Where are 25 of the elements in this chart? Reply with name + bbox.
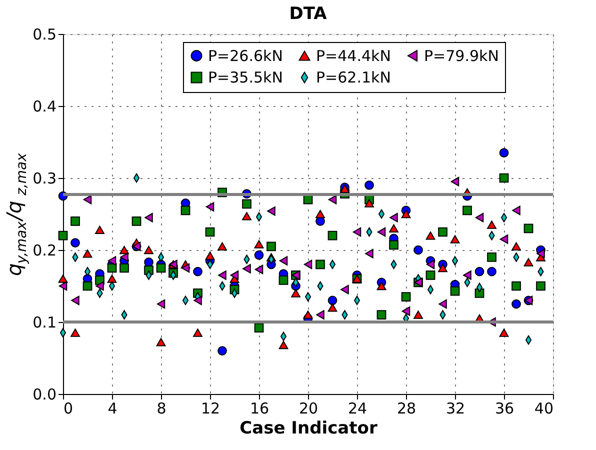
x-tick-label: 36 <box>494 400 514 418</box>
x-axis-title: Case Indicator <box>240 418 378 438</box>
chart-title: DTA <box>289 4 328 24</box>
y-tick-label: 0.1 <box>32 314 56 332</box>
legend-label: P=35.5kN <box>208 68 283 86</box>
x-tick-label: 28 <box>396 400 416 418</box>
legend-label: P=79.9kN <box>424 46 499 65</box>
x-tick-label: 8 <box>156 400 166 418</box>
x-tick-label: 40 <box>534 400 554 418</box>
legend-label: P=62.1kN <box>316 68 391 86</box>
y-tick-label: 0.5 <box>32 26 56 44</box>
x-tick-label: 12 <box>200 400 220 418</box>
x-tick-label: 32 <box>446 400 466 418</box>
y-tick-label: 0.4 <box>32 98 56 116</box>
y-tick-label: 0.0 <box>32 386 56 404</box>
legend-label: P=26.6kN <box>208 46 283 65</box>
x-tick-label: 4 <box>108 400 118 418</box>
x-tick-label: 16 <box>250 400 270 418</box>
x-tick-label: 20 <box>298 400 318 418</box>
legend-label: P=44.4kN <box>316 46 391 65</box>
y-tick-label: 0.3 <box>32 170 56 188</box>
x-tick-label: 0 <box>64 400 74 418</box>
y-axis-title: qy,max/qz,max <box>2 152 30 276</box>
x-tick-label: 24 <box>348 400 368 418</box>
y-tick-label: 0.2 <box>32 242 56 260</box>
